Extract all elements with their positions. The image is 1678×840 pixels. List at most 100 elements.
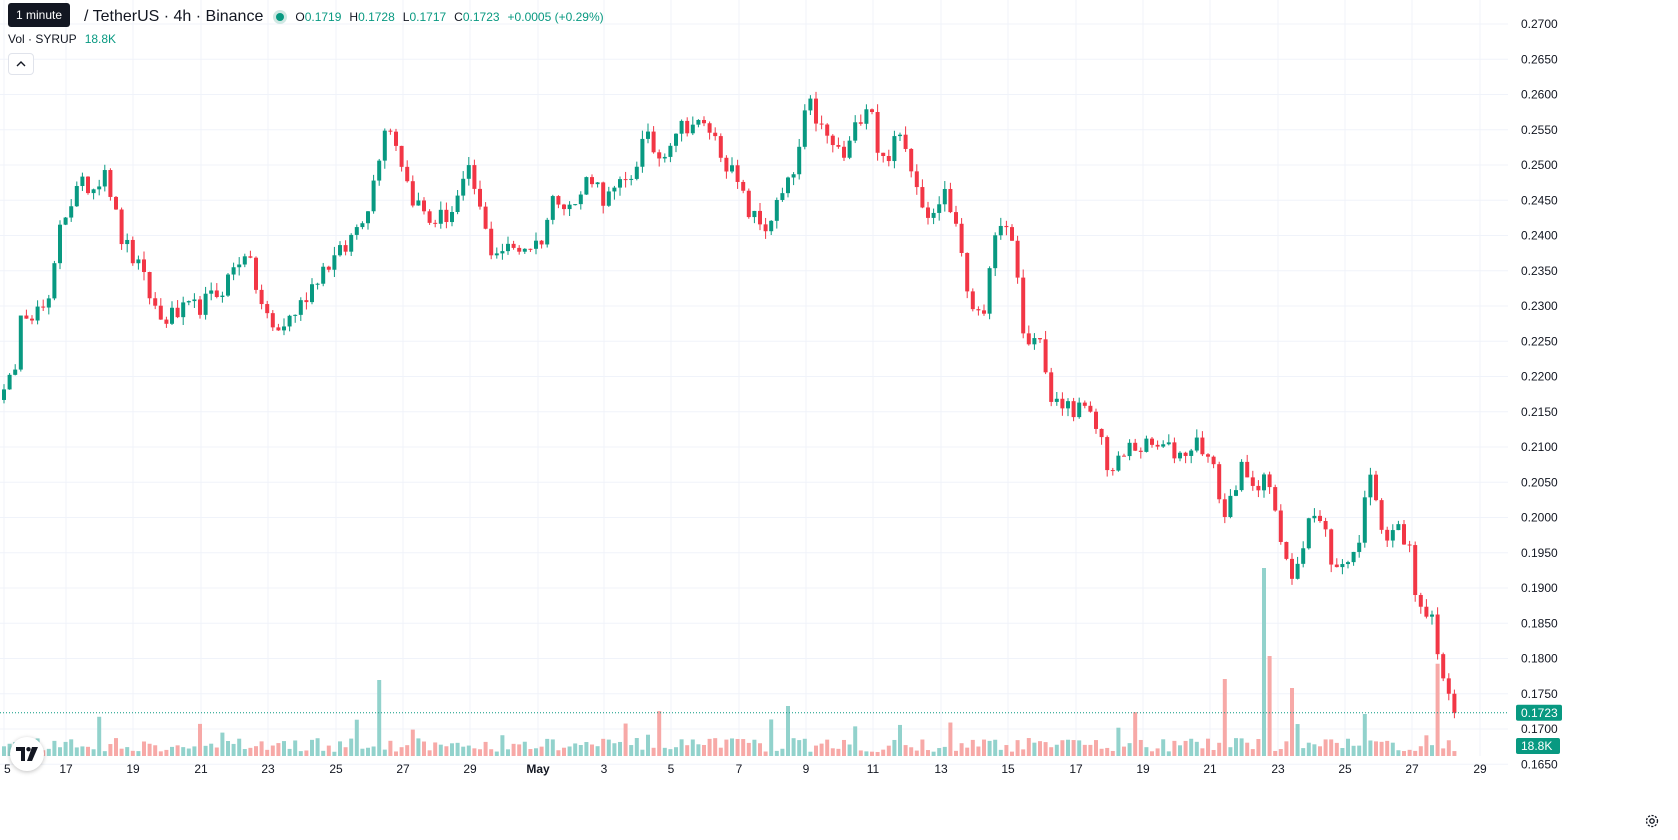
volume-bar (573, 743, 578, 756)
candle (248, 250, 253, 259)
candle (427, 209, 432, 225)
candle (220, 291, 225, 303)
volume-bar (74, 747, 79, 756)
volume-bar (763, 751, 768, 756)
candle (987, 266, 992, 320)
price-tick-label: 0.1850 (1521, 616, 1558, 630)
candle (444, 202, 449, 229)
candle (1094, 408, 1098, 434)
volume-bar (1441, 748, 1446, 756)
candle (814, 91, 818, 132)
candle (1262, 472, 1266, 498)
volume-bar (898, 724, 902, 756)
candle (108, 168, 113, 201)
tradingview-logo[interactable] (10, 737, 44, 771)
volume-bar (724, 739, 729, 756)
candle (1110, 467, 1115, 476)
volume-bar (405, 745, 410, 756)
volume-bar (478, 749, 482, 756)
volume-bar (1362, 714, 1367, 756)
candle (539, 239, 544, 249)
volume-bar (248, 747, 253, 756)
volume-bar (136, 751, 141, 756)
candle (472, 159, 477, 195)
volume-bar (377, 680, 382, 756)
candle (825, 123, 830, 144)
candle (1194, 429, 1199, 453)
candle (203, 286, 208, 320)
candle (478, 180, 482, 210)
candle (265, 300, 270, 319)
volume-bar (506, 749, 510, 756)
candle (802, 104, 807, 150)
volume-bar (494, 751, 499, 756)
volume-bar (942, 746, 947, 756)
volume-bar (466, 745, 471, 756)
volume-bar (175, 745, 180, 756)
volume-bar (909, 747, 914, 756)
change-value: +0.0005 (+0.29%) (507, 10, 604, 24)
volume-bar (1138, 739, 1143, 756)
candle (360, 221, 365, 230)
volume-bar (455, 742, 460, 756)
price-tick-label: 0.1950 (1521, 546, 1558, 560)
volume-bar (707, 738, 712, 756)
volume-bar (1385, 740, 1390, 756)
candle (41, 299, 46, 312)
candle (74, 181, 79, 207)
volume-bar (1026, 738, 1031, 756)
volume-bar (158, 751, 163, 756)
candle (612, 185, 617, 200)
volume-bar (410, 729, 415, 756)
volume-bar (46, 748, 51, 756)
candle (237, 257, 242, 276)
candle (1435, 607, 1440, 660)
volume-bar (780, 748, 785, 756)
candles (2, 91, 1457, 719)
volume-bar (993, 739, 998, 756)
volume-bar (864, 751, 869, 756)
volume-bar (450, 743, 454, 756)
candle (455, 189, 460, 215)
candle (954, 205, 958, 227)
volume-bar (1323, 739, 1328, 756)
volume-bar (685, 745, 690, 756)
candle (567, 201, 572, 217)
collapse-legend-button[interactable] (8, 53, 34, 75)
volume-bar (326, 745, 331, 756)
volume-bar (310, 739, 314, 756)
volume-bar (321, 750, 326, 756)
volume-bar (1256, 739, 1261, 756)
volume-bar (483, 741, 488, 756)
candle (584, 176, 589, 195)
gear-icon[interactable] (1643, 812, 1661, 830)
candle (377, 158, 382, 186)
price-tick-label: 0.2500 (1521, 158, 1558, 172)
candle (147, 271, 152, 305)
time-tick-label: May (526, 762, 550, 776)
volume-bar (360, 748, 365, 756)
volume-bar (242, 749, 247, 756)
time-axis[interactable]: 5 17 19 21 23 25 27 29 May 3 5 7 9 11 13 15 17 19 21 23 25 27… (4, 762, 1487, 776)
candle (119, 207, 124, 250)
candle (1368, 467, 1373, 506)
volume-bar (914, 750, 919, 756)
price-tick-label: 0.2600 (1521, 88, 1558, 102)
volume-label: Vol · SYRUP (8, 32, 77, 46)
volume-bar (595, 746, 600, 756)
candle (231, 262, 236, 281)
price-tick-label: 0.2350 (1521, 264, 1558, 278)
symbol-title[interactable]: / TetherUS · 4h · Binance (84, 8, 264, 25)
price-axis[interactable]: 0.2700 0.2650 0.2600 0.2550 0.2500 0.2450 0.24… (1516, 17, 1562, 771)
candle (517, 245, 522, 255)
volume-bar (853, 726, 858, 756)
volume-bar (926, 750, 930, 756)
volume-legend[interactable]: Vol · SYRUP 18.8K (8, 32, 116, 46)
last-volume-label: 18.8K (1521, 739, 1552, 753)
volume-bar (1278, 749, 1283, 756)
high-label: H (349, 10, 359, 24)
volume-bar (886, 745, 891, 756)
time-tick-label: 25 (1338, 762, 1352, 776)
